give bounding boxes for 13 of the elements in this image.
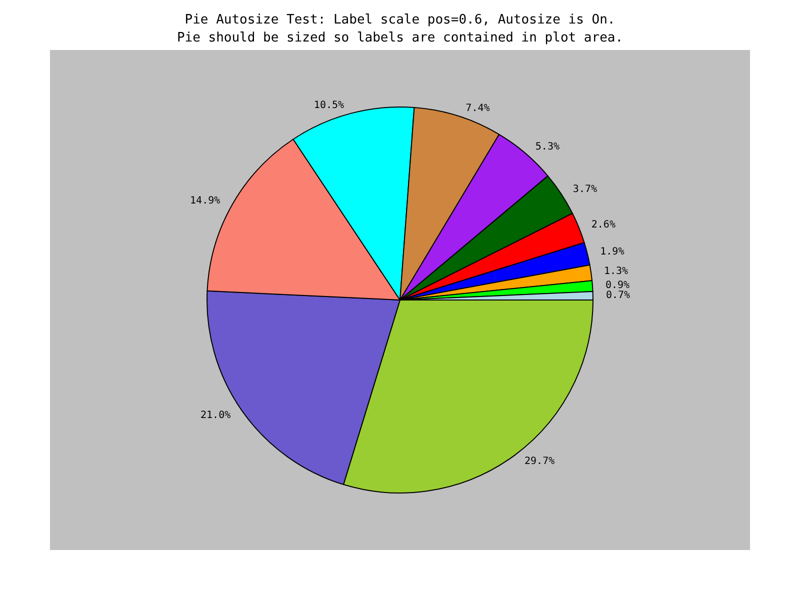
data-label: 2.6% (591, 219, 616, 230)
data-label: 0.7% (606, 290, 630, 302)
data-label: 1.3% (604, 266, 628, 278)
chart-title: Pie Autosize Test: Label scale pos=0.6, Autosize is On. Pie should be sized so labels are contained in plot area. (176, 12, 624, 46)
data-label: 7.4% (466, 102, 490, 114)
data-label: 0.9% (605, 280, 630, 291)
data-label: 14.9% (190, 195, 220, 206)
data-label: 5.3% (535, 142, 560, 153)
data-label: 3.7% (572, 184, 598, 196)
data-label: 21.0% (200, 410, 231, 422)
data-label: 10.5% (314, 100, 344, 112)
data-label: 29.7% (524, 456, 555, 468)
data-label: 1.9% (600, 246, 624, 258)
